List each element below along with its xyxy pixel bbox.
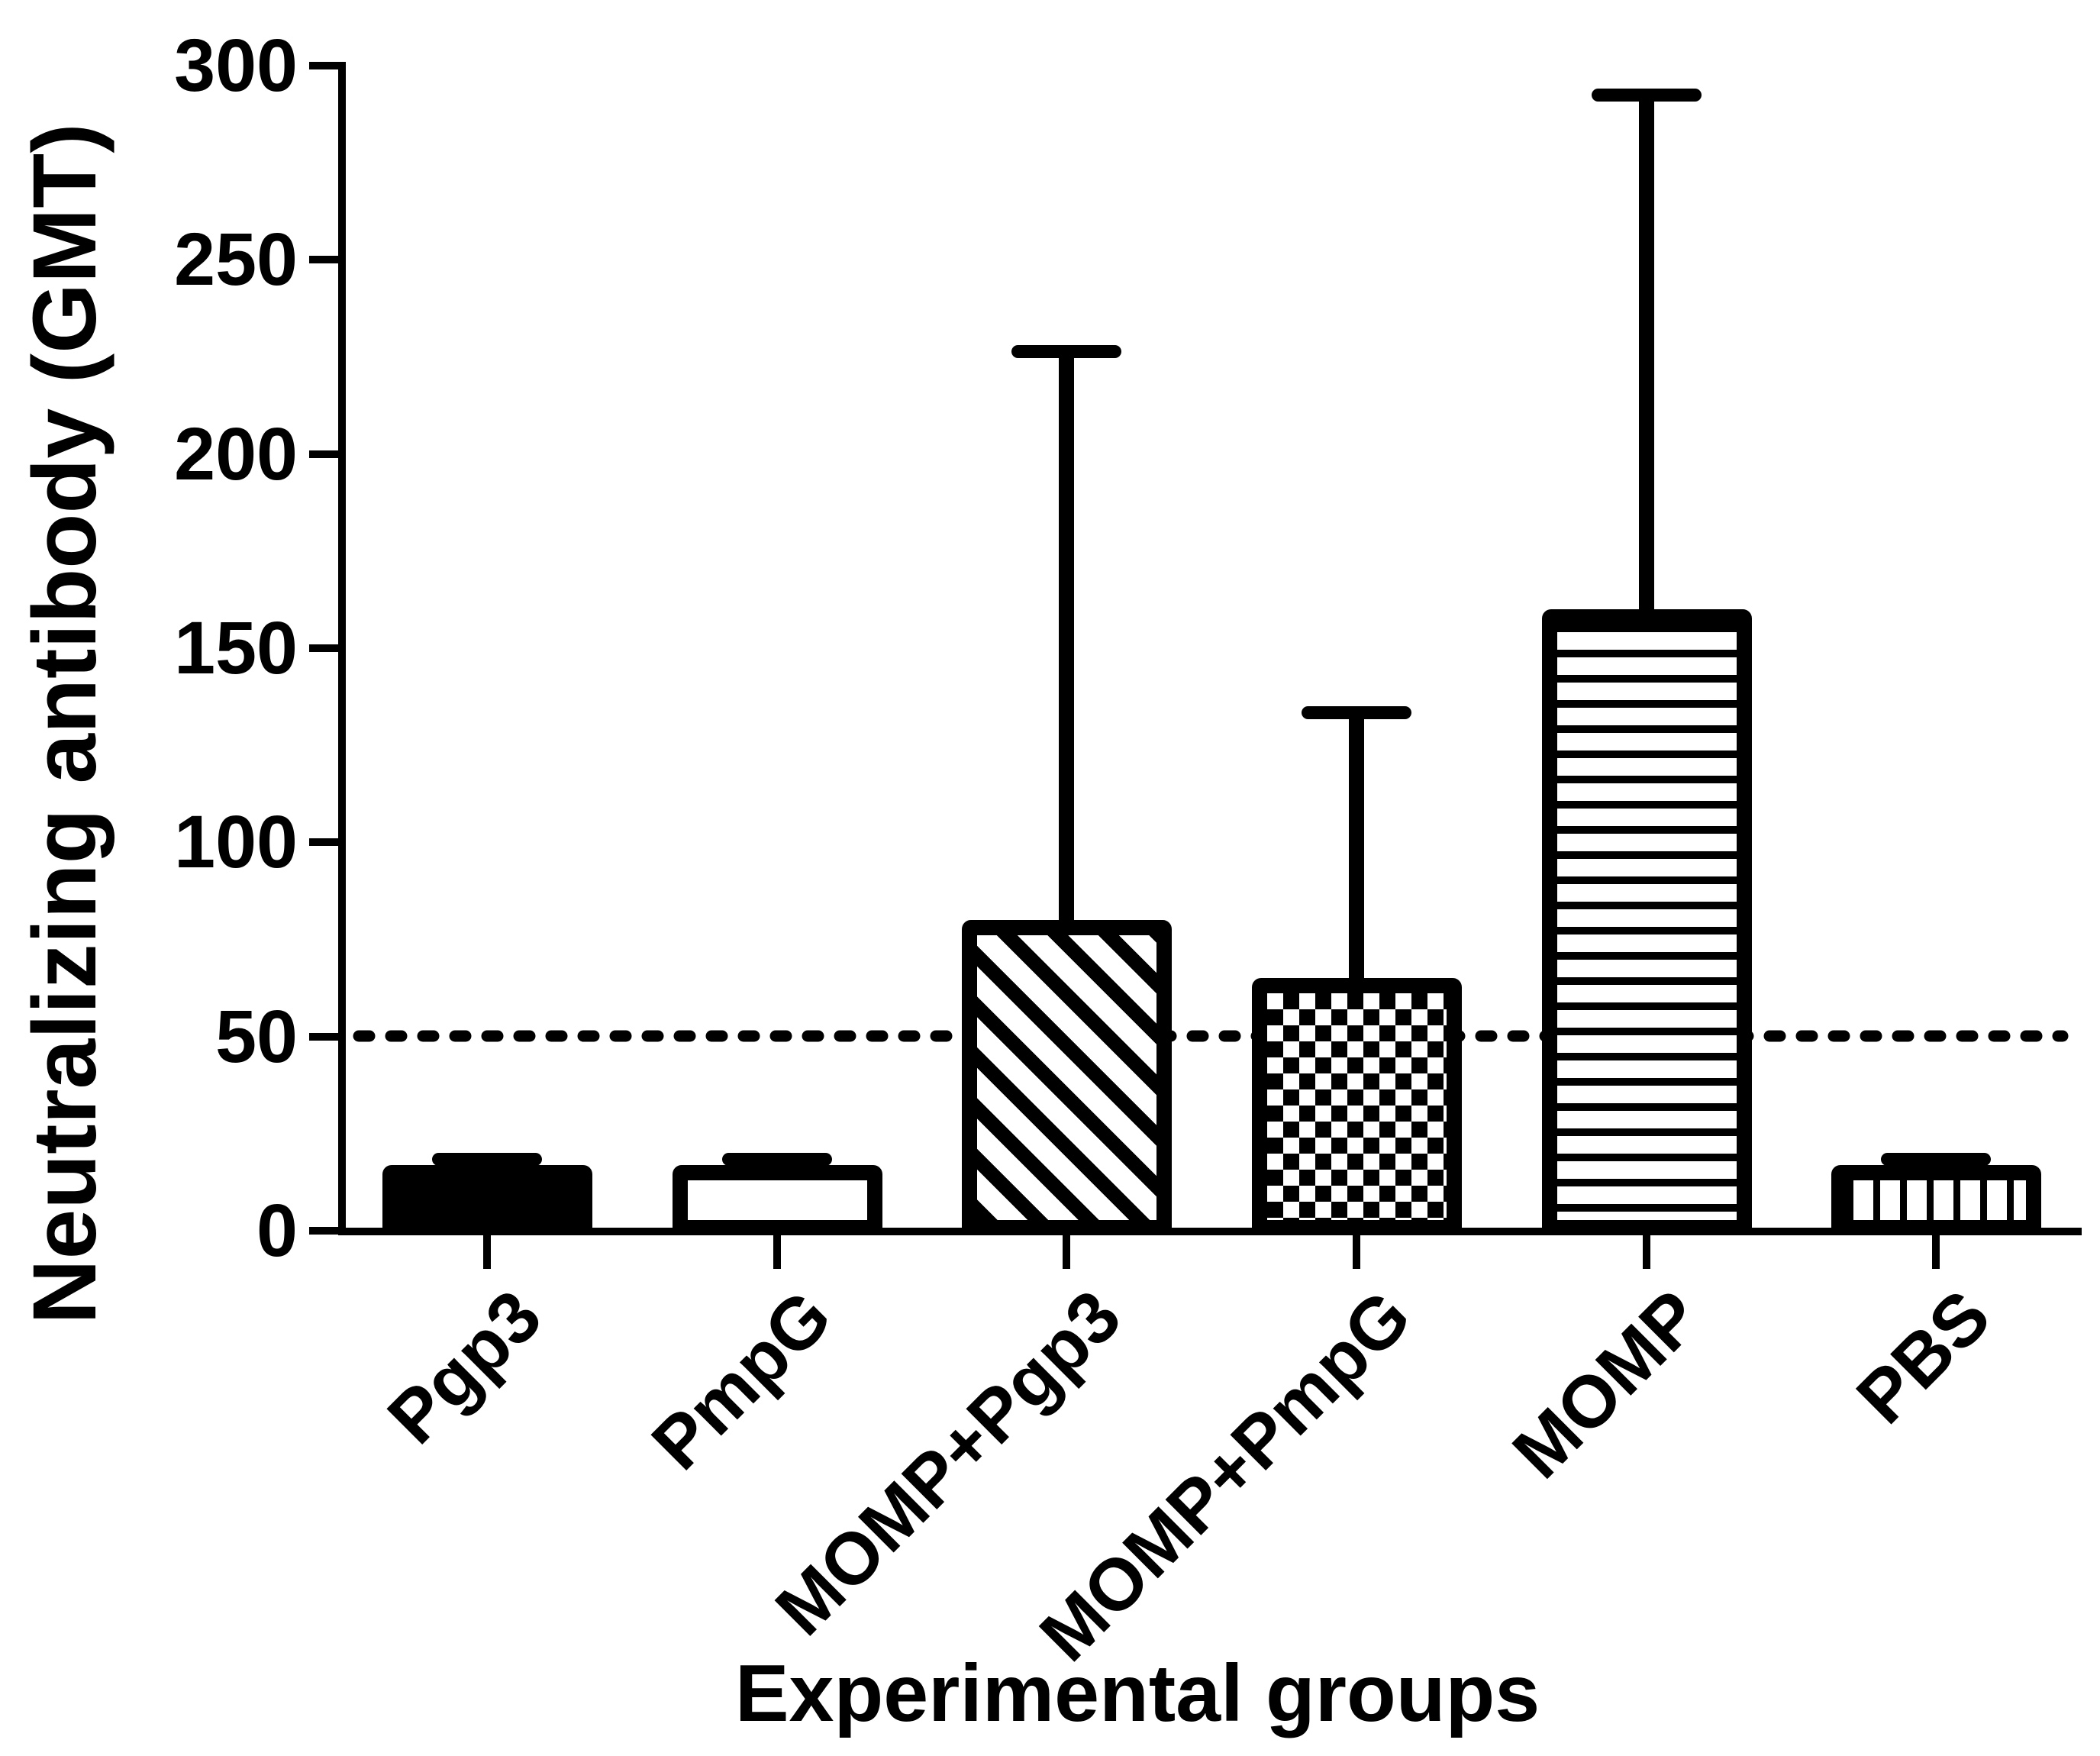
y-axis-title: Neutralizing antibody (GMT) xyxy=(15,123,115,1325)
x-tick xyxy=(1063,1235,1070,1269)
x-axis-title: Experimental groups xyxy=(734,1648,1540,1738)
y-axis-line xyxy=(338,62,346,1235)
x-tick xyxy=(773,1235,781,1269)
y-tick xyxy=(309,62,338,69)
x-tick xyxy=(1353,1235,1360,1269)
error-bar-whisker xyxy=(1639,95,1654,621)
y-tick-label: 250 xyxy=(174,218,298,301)
y-tick xyxy=(309,838,338,846)
y-tick xyxy=(309,644,338,652)
x-axis-line xyxy=(338,1228,2082,1235)
y-tick-label: 150 xyxy=(174,606,298,689)
y-tick-label: 100 xyxy=(174,800,298,883)
error-bar-cap xyxy=(1592,89,1702,102)
error-bar-cap xyxy=(1302,706,1411,719)
y-tick xyxy=(309,1227,338,1235)
error-bar-cap xyxy=(432,1153,542,1166)
x-tick xyxy=(1643,1235,1650,1269)
bar-pbs xyxy=(1831,1165,2041,1235)
y-tick xyxy=(309,1033,338,1041)
error-bar-cap xyxy=(1011,345,1121,358)
error-bar-cap xyxy=(1881,1153,1991,1166)
y-tick-label: 50 xyxy=(215,995,298,1078)
y-tick-label: 300 xyxy=(174,24,298,107)
bar-pmpg xyxy=(672,1165,882,1235)
y-tick-label: 200 xyxy=(174,412,298,495)
y-tick xyxy=(309,450,338,458)
bar-momp-pmpg xyxy=(1251,978,1462,1235)
bar-momp-pgp3 xyxy=(961,920,1172,1235)
error-bar-cap xyxy=(722,1153,832,1166)
error-bar-whisker xyxy=(1349,712,1364,990)
bar-momp xyxy=(1541,609,1752,1235)
y-tick-label: 0 xyxy=(256,1189,298,1272)
bar-pgp3 xyxy=(382,1165,592,1235)
y-tick xyxy=(309,256,338,263)
error-bar-whisker xyxy=(1059,351,1074,932)
x-tick xyxy=(483,1235,491,1269)
x-tick xyxy=(1932,1235,1940,1269)
